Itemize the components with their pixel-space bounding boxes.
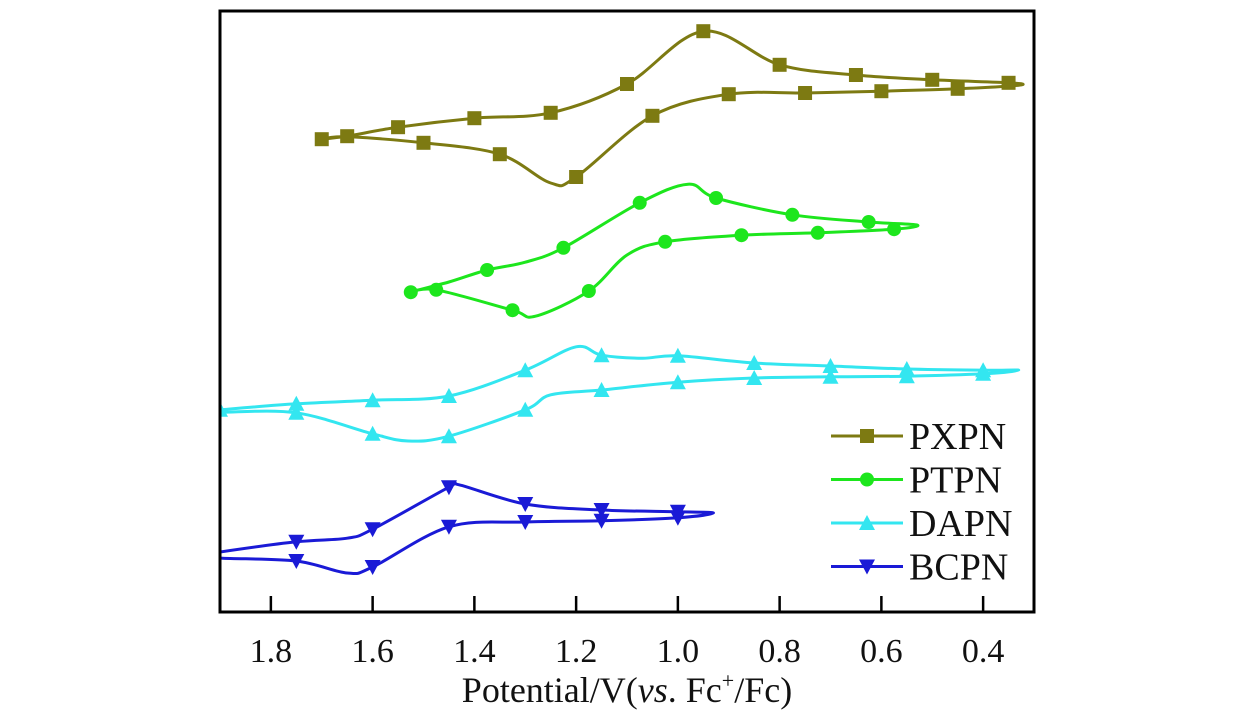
data-point-marker bbox=[593, 513, 610, 529]
data-point-marker bbox=[364, 392, 381, 408]
series-line bbox=[221, 480, 715, 576]
series-bcpn bbox=[221, 480, 715, 576]
series-dapn bbox=[221, 344, 1021, 444]
series-line bbox=[409, 182, 920, 319]
data-point-marker bbox=[440, 388, 457, 403]
series-ptpn bbox=[403, 182, 920, 319]
data-point-marker bbox=[785, 207, 800, 222]
data-point-marker bbox=[746, 370, 763, 385]
data-point-marker bbox=[950, 81, 965, 96]
data-point-marker bbox=[288, 554, 305, 569]
data-point-marker bbox=[364, 522, 381, 538]
series-pxpn bbox=[314, 24, 1025, 188]
data-point-marker bbox=[848, 68, 863, 82]
data-point-marker bbox=[632, 195, 647, 210]
plot-frame bbox=[218, 9, 1036, 614]
data-point-marker bbox=[593, 382, 610, 397]
data-point-marker bbox=[734, 228, 749, 243]
data-point-marker bbox=[669, 347, 686, 363]
data-point-marker bbox=[505, 303, 520, 318]
data-point-marker bbox=[440, 428, 457, 444]
data-point-marker bbox=[822, 358, 839, 373]
plot-area bbox=[221, 24, 1025, 576]
data-point-marker bbox=[492, 147, 507, 162]
data-point-marker bbox=[887, 222, 902, 237]
x-tick-label: 1.4 bbox=[453, 633, 496, 670]
legend-marker bbox=[859, 515, 875, 530]
data-point-marker bbox=[861, 215, 876, 229]
x-tick-label: 1.0 bbox=[657, 633, 700, 670]
x-axis-ticks: 1.8 1.6 1.4 1.2 1.0 0.8 0.6 0.4 bbox=[250, 596, 1005, 670]
data-point-marker bbox=[221, 403, 228, 417]
legend-label: PTPN bbox=[909, 460, 1002, 502]
data-point-marker bbox=[569, 170, 584, 184]
legend-item-dapn: DAPN bbox=[831, 503, 1012, 545]
data-point-marker bbox=[340, 129, 355, 144]
data-point-marker bbox=[645, 108, 660, 123]
data-point-marker bbox=[669, 510, 686, 526]
series-line bbox=[221, 344, 1021, 443]
data-point-marker bbox=[620, 77, 634, 91]
legend-marker bbox=[860, 472, 874, 487]
x-axis-label: Potential/V(vs. Fc+/Fc) bbox=[462, 668, 792, 710]
legend-label: BCPN bbox=[909, 547, 1008, 589]
legend-marker bbox=[859, 559, 875, 575]
data-point-marker bbox=[593, 503, 610, 518]
data-point-marker bbox=[798, 86, 813, 100]
data-point-marker bbox=[556, 240, 571, 255]
x-tick-label: 1.8 bbox=[250, 633, 293, 670]
data-point-marker bbox=[467, 111, 482, 126]
series-line bbox=[320, 29, 1025, 188]
data-point-marker bbox=[822, 368, 839, 384]
legend-marker bbox=[860, 429, 874, 443]
data-point-marker bbox=[772, 57, 787, 72]
data-point-marker bbox=[364, 560, 381, 575]
data-point-marker bbox=[810, 225, 825, 240]
data-point-marker bbox=[581, 284, 596, 298]
data-point-marker bbox=[429, 282, 444, 297]
data-point-marker bbox=[517, 497, 534, 512]
data-point-marker bbox=[403, 285, 418, 300]
data-point-marker bbox=[288, 395, 305, 411]
data-point-marker bbox=[480, 263, 495, 277]
data-point-marker bbox=[593, 347, 610, 363]
data-point-marker bbox=[391, 120, 406, 135]
x-tick-label: 0.6 bbox=[860, 633, 903, 670]
data-point-marker bbox=[898, 368, 915, 384]
data-point-marker bbox=[925, 72, 940, 87]
data-point-marker bbox=[658, 234, 673, 249]
x-tick-label: 0.4 bbox=[962, 633, 1005, 670]
data-point-marker bbox=[288, 534, 305, 550]
data-point-marker bbox=[440, 519, 457, 535]
data-point-marker bbox=[440, 480, 457, 496]
data-point-marker bbox=[364, 425, 381, 441]
data-point-marker bbox=[874, 84, 889, 99]
data-point-marker bbox=[416, 135, 431, 150]
data-point-marker bbox=[1001, 75, 1016, 90]
legend-label: PXPN bbox=[909, 416, 1006, 458]
x-tick-label: 1.2 bbox=[555, 633, 598, 670]
x-tick-label: 0.8 bbox=[758, 633, 801, 670]
data-point-marker bbox=[288, 404, 305, 420]
legend-item-bcpn: BCPN bbox=[831, 547, 1008, 589]
data-point-marker bbox=[975, 365, 992, 381]
x-tick-label: 1.6 bbox=[351, 633, 394, 670]
data-point-marker bbox=[543, 105, 558, 120]
legend-item-pxpn: PXPN bbox=[831, 416, 1006, 458]
data-point-marker bbox=[669, 374, 686, 390]
data-point-marker bbox=[517, 515, 534, 530]
data-point-marker bbox=[696, 24, 711, 39]
data-point-marker bbox=[721, 87, 736, 102]
legend-label: DAPN bbox=[909, 503, 1012, 545]
data-point-marker bbox=[517, 401, 534, 417]
data-point-marker bbox=[746, 355, 763, 370]
data-point-marker bbox=[709, 191, 724, 205]
legend-item-ptpn: PTPN bbox=[831, 460, 1002, 502]
data-point-marker bbox=[314, 132, 329, 147]
data-point-marker bbox=[517, 362, 534, 378]
